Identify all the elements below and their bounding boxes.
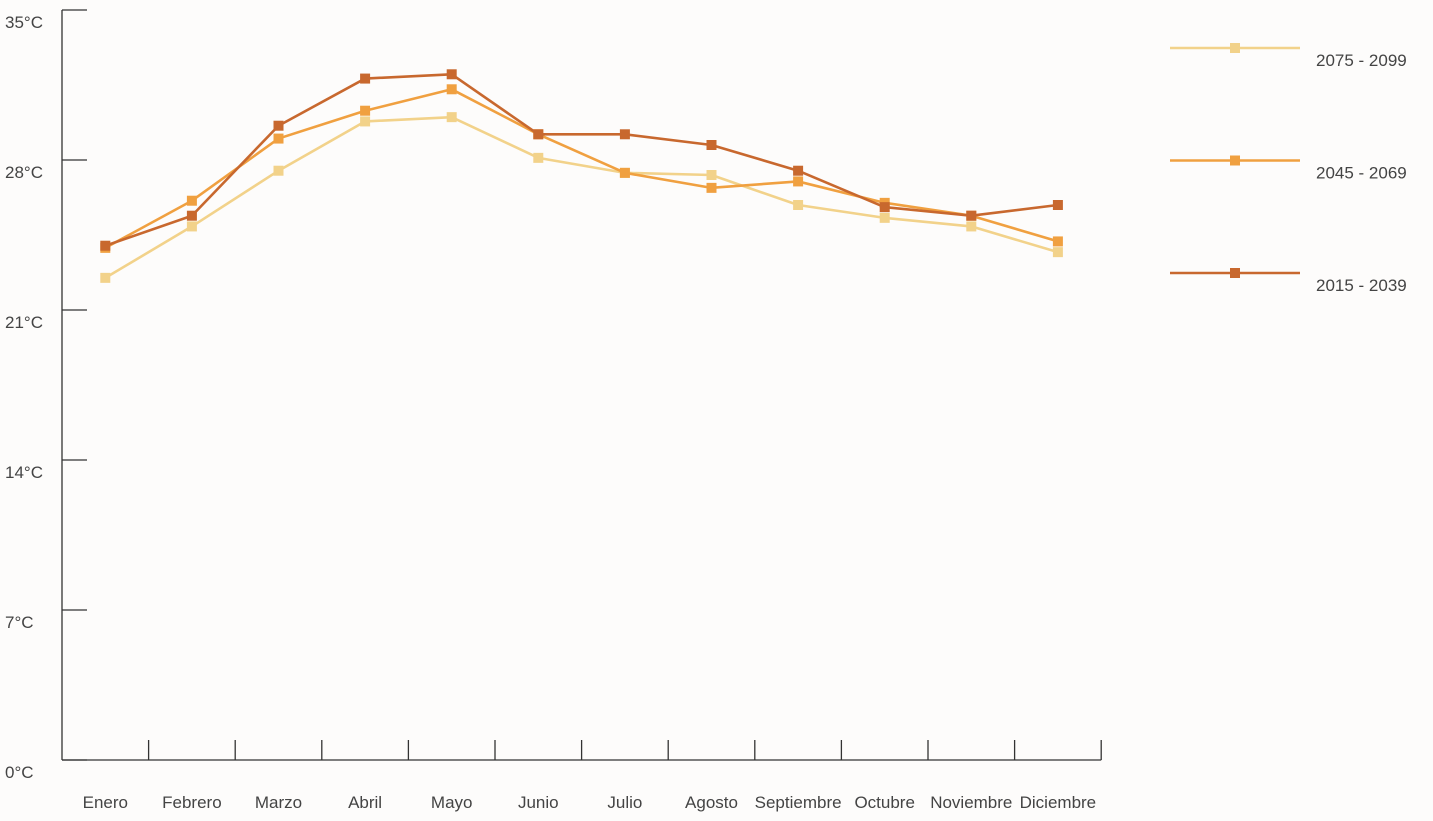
data-point (100, 240, 111, 251)
data-point (273, 165, 284, 176)
legend-item: 2045 - 2069 (1170, 155, 1407, 183)
data-point (100, 272, 111, 283)
series-line (104, 87, 1059, 249)
data-point (619, 167, 630, 178)
x-tick-label: Abril (348, 793, 382, 812)
x-tick-label: Julio (607, 793, 642, 812)
x-tick-label: Noviembre (930, 793, 1012, 812)
data-point (1052, 200, 1063, 210)
x-tick-label: Febrero (162, 793, 222, 812)
series-line (104, 115, 1059, 279)
data-point (1052, 247, 1063, 258)
y-axis-labels: 0°C 7°C 14°C 21°C 28°C 35°C (5, 13, 43, 782)
x-tick-label: Septiembre (755, 793, 842, 812)
data-point (793, 176, 804, 187)
x-tick-label: Junio (518, 793, 559, 812)
y-tick-label: 35°C (5, 13, 43, 32)
x-tick-label: Marzo (255, 793, 302, 812)
data-point (273, 133, 284, 144)
data-point (446, 112, 457, 123)
data-point (273, 120, 284, 131)
x-axis-labels: Enero Febrero Marzo Abril Mayo Junio Julio Agos… (83, 793, 1097, 812)
x-tick-label: Octubre (854, 793, 914, 812)
series-layer (100, 69, 1063, 283)
data-point (360, 73, 371, 84)
data-point (533, 152, 544, 163)
data-point (966, 210, 977, 221)
data-point (879, 212, 890, 223)
y-tick-label: 21°C (5, 313, 43, 332)
data-point (533, 129, 544, 140)
data-point (793, 200, 804, 210)
legend-label: 2045 - 2069 (1316, 164, 1407, 183)
legend-label: 2015 - 2039 (1316, 276, 1407, 295)
data-point (446, 69, 457, 80)
x-tick-label: Mayo (431, 793, 473, 812)
data-point (186, 210, 197, 221)
legend-swatch-marker (1230, 268, 1240, 278)
series-0 (100, 112, 1063, 283)
data-point (186, 221, 197, 232)
y-tick-label: 0°C (5, 763, 34, 782)
x-tick-label: Agosto (685, 793, 738, 812)
data-point (360, 105, 371, 116)
series-line (104, 72, 1059, 247)
data-point (619, 129, 630, 140)
series-1 (100, 84, 1063, 253)
series-2 (100, 69, 1063, 251)
y-tick-label: 7°C (5, 613, 34, 632)
legend-swatch-marker (1230, 155, 1240, 166)
legend-item: 2075 - 2099 (1170, 43, 1407, 70)
data-point (793, 165, 804, 176)
data-point (446, 84, 457, 95)
data-point (186, 195, 197, 206)
y-tick-label: 14°C (5, 463, 43, 482)
y-tick-label: 28°C (5, 163, 43, 182)
data-point (1052, 236, 1063, 247)
x-tick-label: Diciembre (1020, 793, 1097, 812)
legend: 2075 - 2099 2045 - 2069 2015 - 2039 (1170, 43, 1407, 295)
legend-swatch-marker (1230, 43, 1240, 53)
data-point (706, 182, 717, 193)
x-tick-label: Enero (83, 793, 128, 812)
data-point (706, 170, 717, 180)
data-point (706, 140, 717, 150)
legend-label: 2075 - 2099 (1316, 51, 1407, 70)
axes (61, 9, 1102, 761)
data-point (966, 221, 977, 232)
data-point (879, 202, 890, 213)
legend-item: 2015 - 2039 (1170, 268, 1407, 295)
data-point (360, 116, 371, 127)
